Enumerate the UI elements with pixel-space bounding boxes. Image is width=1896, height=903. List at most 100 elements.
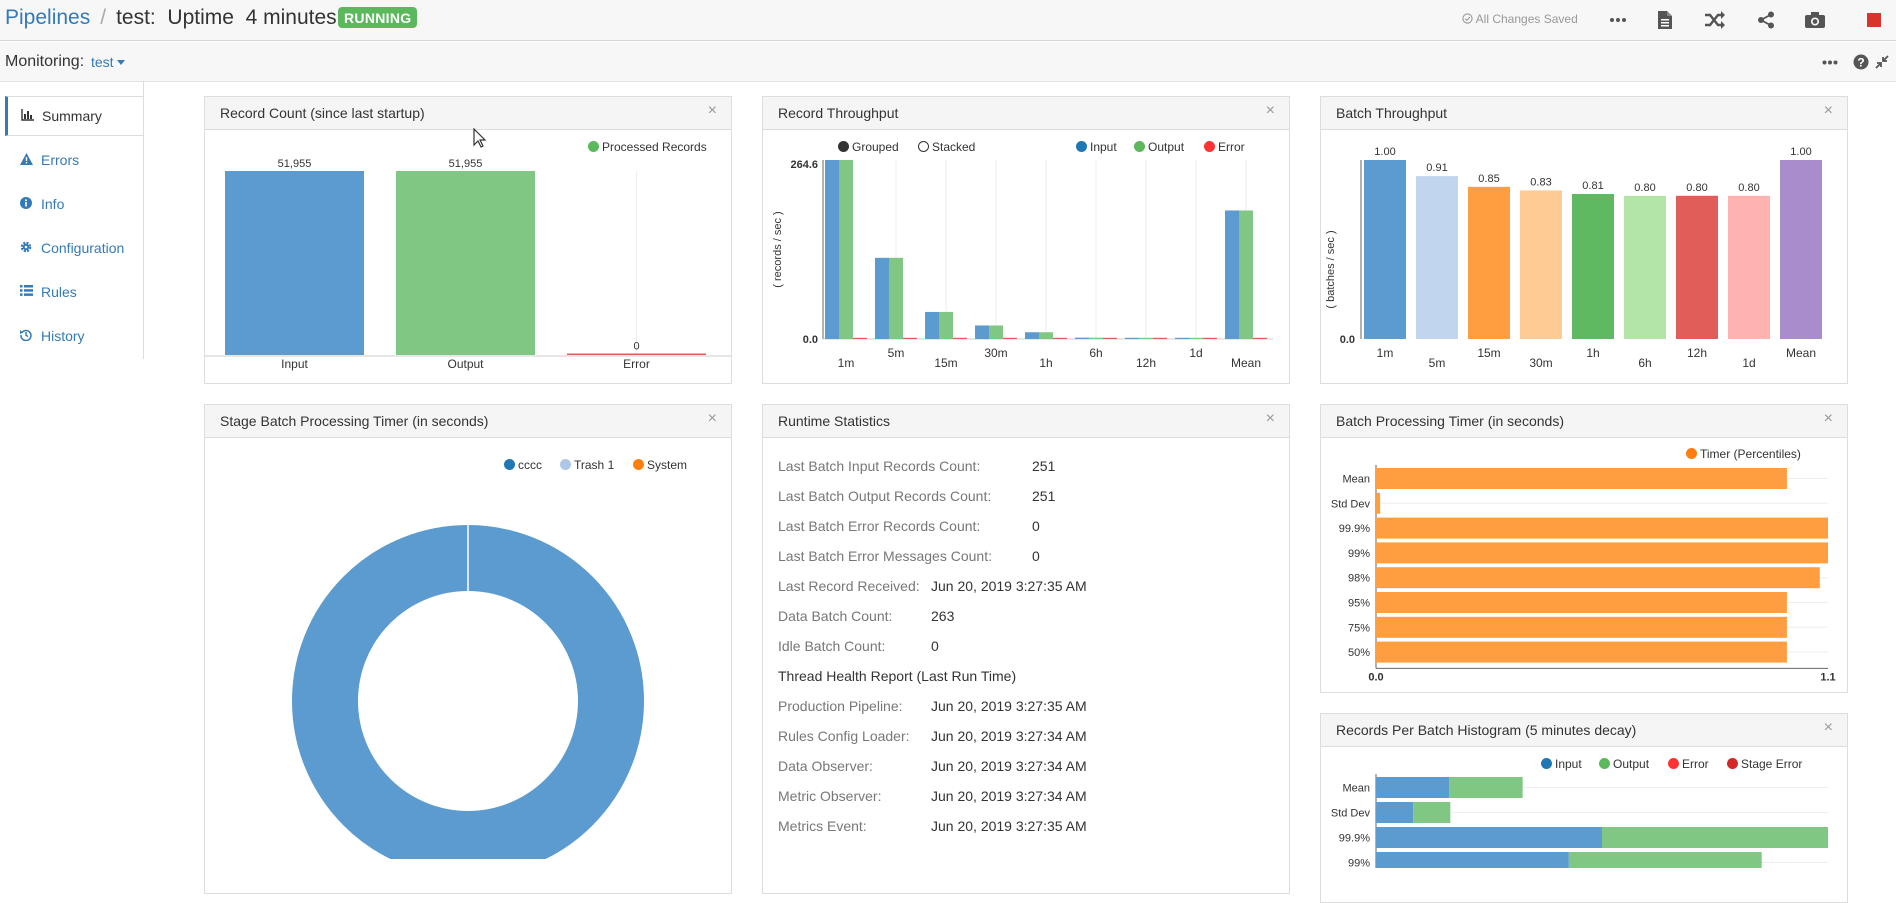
chart-bar: [1376, 641, 1787, 663]
close-icon[interactable]: ×: [707, 410, 717, 427]
legend-error[interactable]: Error: [1204, 140, 1245, 154]
y-tick-label: 99%: [1348, 548, 1370, 560]
chart-bar: [953, 337, 967, 339]
legend-stage-error[interactable]: Stage Error: [1727, 757, 1802, 771]
sidebar-item-history[interactable]: History: [5, 316, 143, 356]
legend-error[interactable]: Error: [1668, 757, 1709, 771]
sidebar-item-summary[interactable]: Summary: [5, 96, 143, 136]
legend-output[interactable]: Output: [1599, 757, 1649, 771]
sidebar-item-label: Configuration: [41, 240, 125, 256]
legend-dot: [1727, 758, 1738, 769]
stat-value: Jun 20, 2019 3:27:34 AM: [931, 758, 1087, 774]
stop-icon[interactable]: [1859, 6, 1889, 34]
legend-input[interactable]: Input: [1076, 140, 1117, 154]
more-icon[interactable]: [1815, 48, 1845, 76]
sidebar-item-configuration[interactable]: Configuration: [5, 228, 143, 268]
y-tick-label: 99%: [1348, 858, 1370, 869]
chart-bar: [1728, 195, 1770, 339]
sidebar-item-label: Rules: [41, 284, 77, 300]
stat-label: Production Pipeline:: [778, 698, 903, 714]
x-tick-label: 1d: [1189, 346, 1202, 360]
data-label: 0.80: [1738, 182, 1759, 194]
chart-bar: [1376, 802, 1414, 823]
data-label: 51,955: [278, 158, 312, 170]
chart-bar: [1376, 517, 1828, 539]
x-tick-label: 1d: [1742, 356, 1755, 370]
camera-icon[interactable]: [1800, 6, 1830, 34]
sidebar-item-info[interactable]: Info: [5, 184, 143, 224]
legend-label: Stage Error: [1741, 757, 1803, 771]
y-tick-label: Mean: [1342, 783, 1370, 795]
chart-bar: [1075, 337, 1089, 339]
sidebar-item-rules[interactable]: Rules: [5, 272, 143, 312]
close-icon[interactable]: ×: [1823, 719, 1833, 736]
close-icon[interactable]: ×: [1265, 410, 1275, 427]
chart-bar: [1520, 190, 1562, 339]
x-tick-label: 15m: [1477, 346, 1500, 360]
close-icon[interactable]: ×: [707, 102, 717, 119]
sidebar-item-errors[interactable]: Errors: [5, 140, 143, 180]
chart-bar: [1376, 592, 1787, 613]
panel-title: Stage Batch Processing Timer (in seconds…: [220, 413, 489, 429]
chart-legend: Processed Records: [588, 140, 707, 154]
chart-bar: [1089, 337, 1103, 339]
sidebar-item-label: Errors: [41, 152, 80, 168]
stat-label: Last Batch Output Records Count:: [778, 488, 992, 504]
page-title: test: Uptime 4 minutes: [116, 6, 337, 29]
data-label: 0.83: [1530, 176, 1551, 188]
stat-label: Metrics Event:: [778, 818, 867, 834]
breadcrumb: Pipelines / test: Uptime 4 minutes: [5, 6, 337, 30]
legend-cccc[interactable]: cccc: [504, 458, 542, 472]
chart-bar: [1413, 802, 1451, 823]
stat-value: Jun 20, 2019 3:27:35 AM: [931, 698, 1087, 714]
y-tick-label: Std Dev: [1331, 498, 1371, 510]
close-icon[interactable]: ×: [1265, 102, 1275, 119]
chart-bar: [1568, 852, 1762, 868]
more-icon[interactable]: [1603, 6, 1633, 34]
stat-value: 263: [931, 608, 955, 624]
chart-bar: [1125, 337, 1139, 339]
y-tick-label: 0.0: [803, 334, 818, 346]
close-icon[interactable]: ×: [1823, 102, 1833, 119]
legend-timer[interactable]: Timer (Percentiles): [1686, 447, 1801, 461]
legend-label: System: [647, 458, 688, 472]
x-tick-label: 1h: [1586, 346, 1599, 360]
monitoring-dropdown[interactable]: test: [91, 54, 126, 70]
sidebar-item-label: History: [41, 328, 85, 344]
shuffle-icon[interactable]: [1700, 6, 1730, 34]
legend-input[interactable]: Input: [1541, 757, 1582, 771]
chart-bar: [225, 171, 364, 355]
legend-dot: [560, 459, 571, 470]
x-tick-label: 1h: [1039, 356, 1052, 370]
stacked-toggle[interactable]: Stacked: [918, 140, 975, 154]
chart-bar: [1376, 492, 1381, 514]
warning-icon: [20, 152, 36, 168]
toggle-label: Grouped: [852, 140, 899, 154]
close-icon[interactable]: ×: [1823, 410, 1833, 427]
stat-label: Data Batch Count:: [778, 608, 893, 624]
stat-value: Jun 20, 2019 3:27:34 AM: [931, 788, 1087, 804]
chart-bar: [1225, 210, 1239, 339]
grouped-toggle[interactable]: Grouped: [838, 140, 899, 154]
data-label: 51,955: [449, 158, 483, 170]
pipelines-link[interactable]: Pipelines: [5, 6, 91, 29]
collapse-icon[interactable]: [1870, 48, 1894, 76]
document-icon[interactable]: [1650, 6, 1680, 34]
chevron-down-icon: [117, 60, 126, 65]
x-tick-label: 0.0: [1368, 671, 1383, 683]
legend-label: Output: [1148, 140, 1185, 154]
chart-bar: [1376, 827, 1602, 848]
y-tick-label: 264.6: [790, 159, 818, 171]
stage-timer-panel: Stage Batch Processing Timer (in seconds…: [204, 404, 732, 894]
save-status: All Changes Saved: [1462, 12, 1578, 26]
batch-timer-panel: Batch Processing Timer (in seconds) × Tim…: [1320, 404, 1848, 693]
share-icon[interactable]: [1751, 6, 1781, 34]
chart-bar: [925, 311, 939, 339]
chart-bar: [396, 171, 535, 355]
help-icon[interactable]: ?: [1846, 48, 1876, 76]
legend-system[interactable]: System: [633, 458, 687, 472]
panel-title: Batch Processing Timer (in seconds): [1336, 413, 1564, 429]
x-tick-label: Output: [447, 357, 484, 371]
legend-output[interactable]: Output: [1134, 140, 1184, 154]
legend-trash[interactable]: Trash 1: [560, 458, 614, 472]
